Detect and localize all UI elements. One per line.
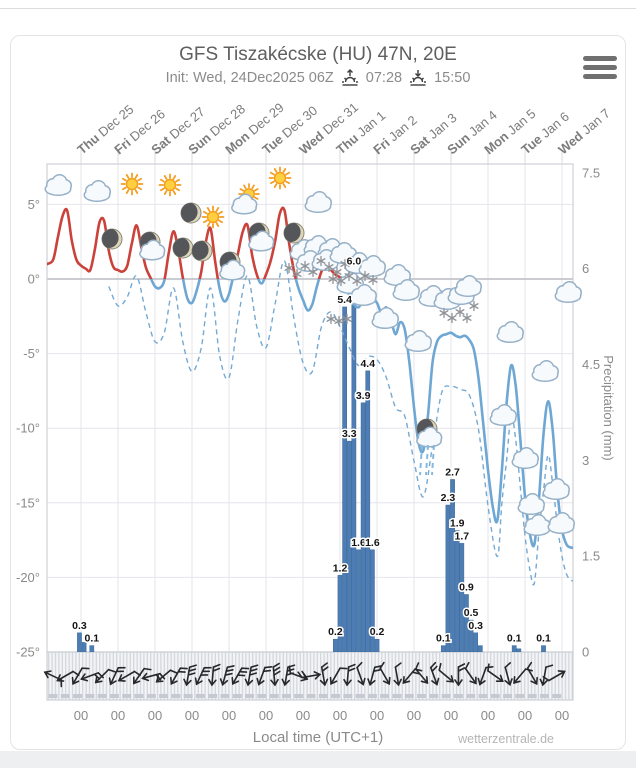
- page-title: GFS Tiszakécske (HU) 47N, 20E: [179, 44, 457, 65]
- hamburger-icon: [583, 55, 617, 61]
- menu-button[interactable]: [583, 52, 621, 82]
- init-line: Init: Wed, 24Dec2025 06Z 07:28 15:50: [0, 69, 636, 87]
- init-text: Init: Wed, 24Dec2025 06Z: [165, 70, 334, 86]
- sunrise-time: 07:28: [365, 70, 403, 86]
- top-divider: [0, 8, 636, 9]
- sunset-icon: [410, 70, 427, 86]
- watermark: wetterzentrale.de: [458, 732, 554, 746]
- x-axis-title: Local time (UTC+1): [252, 729, 384, 746]
- sunset-time: 15:50: [434, 70, 471, 86]
- page-bottom-strip: [0, 751, 636, 768]
- forecast-card: [10, 35, 626, 750]
- sunrise-icon: [341, 69, 358, 86]
